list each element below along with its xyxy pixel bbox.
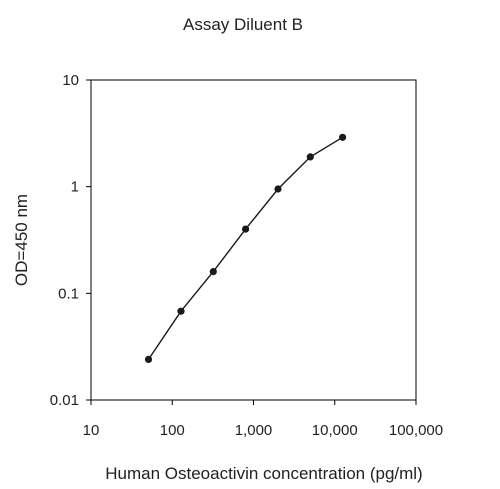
- x-axis-ticks: 10 100 1,000 10,000 100,000: [83, 400, 443, 439]
- data-point: [242, 225, 250, 233]
- x-tick-label: 10: [83, 422, 100, 439]
- data-point: [177, 307, 185, 315]
- x-axis-label: Human Osteoactivin concentration (pg/ml): [105, 464, 422, 483]
- data-point: [339, 133, 347, 141]
- x-tick-label: 100,000: [389, 422, 443, 439]
- x-tick-label: 1,000: [235, 422, 273, 439]
- x-tick-label: 100: [160, 422, 185, 439]
- y-tick-label: 0.01: [50, 392, 79, 409]
- y-tick-label: 0.1: [58, 285, 79, 302]
- data-point: [306, 153, 314, 161]
- plot-area: [90, 79, 417, 401]
- data-point: [274, 185, 282, 193]
- x-tick-label: 10,000: [312, 422, 358, 439]
- data-point: [209, 268, 217, 276]
- series-layer: [144, 133, 347, 363]
- y-axis-ticks: 0.01 0.1 1 10: [50, 72, 91, 409]
- chart-title: Assay Diluent B: [183, 15, 303, 34]
- y-tick-label: 1: [71, 179, 79, 196]
- y-axis-label: OD=450 nm: [12, 194, 31, 286]
- data-point: [144, 355, 153, 363]
- y-tick-label: 10: [62, 72, 79, 89]
